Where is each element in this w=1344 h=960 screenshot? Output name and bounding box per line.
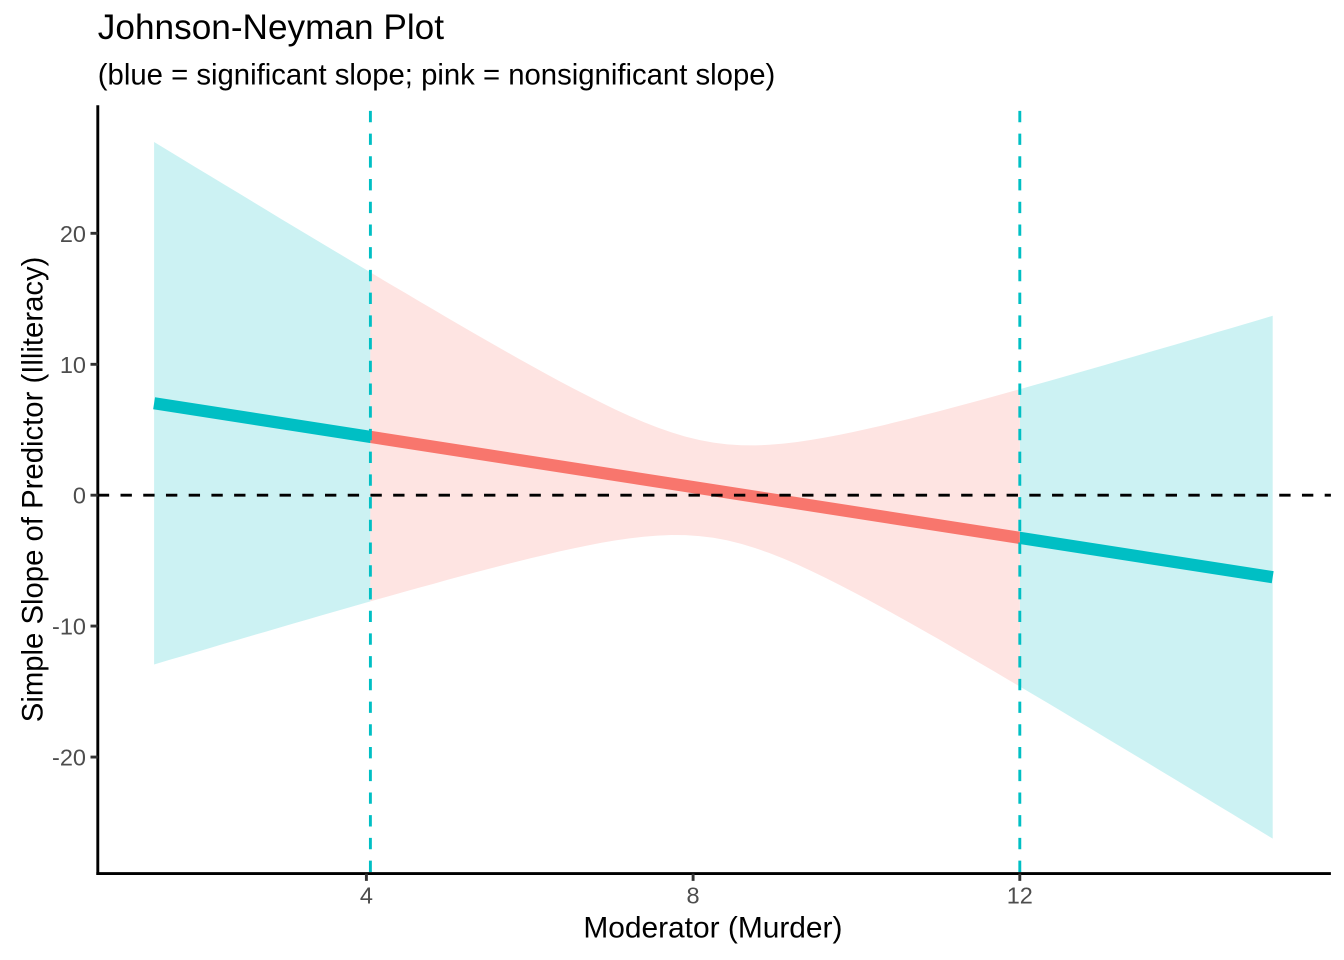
svg-text:-10: -10 <box>52 614 86 640</box>
svg-text:Simple Slope of Predictor (Ill: Simple Slope of Predictor (Illiteracy) <box>16 257 49 723</box>
svg-text:20: 20 <box>60 221 86 247</box>
svg-text:-20: -20 <box>52 745 86 771</box>
svg-text:8: 8 <box>687 883 700 909</box>
svg-text:12: 12 <box>1007 883 1033 909</box>
svg-text:0: 0 <box>73 483 86 509</box>
svg-text:Johnson-Neyman Plot: Johnson-Neyman Plot <box>98 8 444 47</box>
svg-text:4: 4 <box>360 883 373 909</box>
svg-text:Moderator (Murder): Moderator (Murder) <box>583 911 842 944</box>
svg-text:(blue = significant slope; pin: (blue = significant slope; pink = nonsig… <box>98 59 776 92</box>
svg-text:10: 10 <box>60 352 86 378</box>
